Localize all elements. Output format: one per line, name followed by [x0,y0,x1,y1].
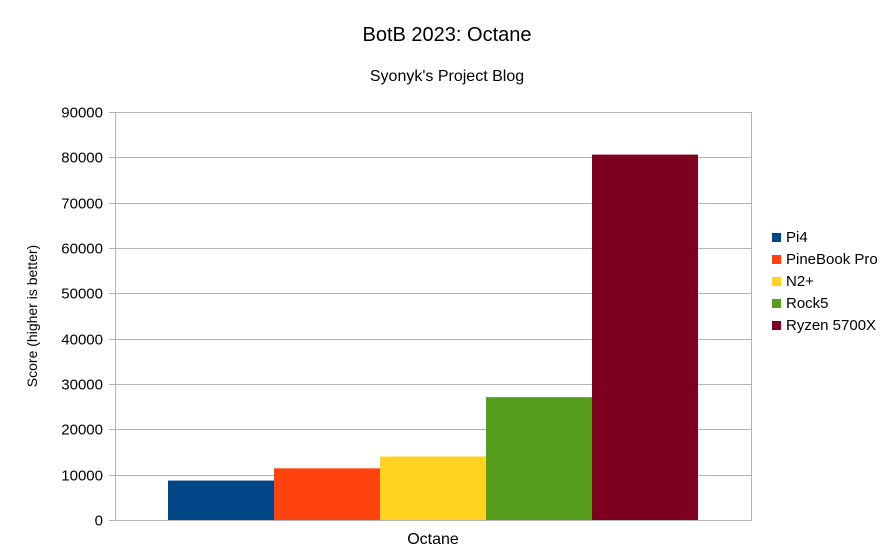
y-tick-label: 80000 [61,150,103,167]
legend-swatch-n2plus [772,276,781,286]
y-tick-label: 70000 [61,196,103,213]
y-tick-label: 30000 [61,377,103,394]
bar-ryzen-5700x [592,154,698,520]
y-axis-title: Score (higher is better) [24,245,40,387]
chart-title: BotB 2023: Octane [362,24,532,46]
y-tick-label: 20000 [61,422,103,439]
legend-item-ryzen-5700x: Ryzen 5700X [772,314,878,336]
y-tick-label: 50000 [61,286,103,303]
legend-item-n2plus: N2+ [772,270,878,292]
legend-label-ryzen-5700x: Ryzen 5700X [786,316,877,334]
bar-rock5 [486,397,592,520]
bar-pinebook-pro [274,468,380,520]
y-tick-label: 40000 [61,332,103,349]
legend-label-rock5: Rock5 [786,294,829,312]
x-tick-label: Octane [407,531,459,548]
bar-pi4 [168,480,274,520]
y-tick-label: 10000 [61,468,103,485]
legend-swatch-rock5 [772,298,781,308]
legend-label-n2plus: N2+ [786,272,814,290]
y-tick-label: 90000 [61,105,103,122]
chart-subtitle: Syonyk's Project Blog [369,68,525,85]
legend-swatch-pi4 [772,232,781,242]
y-tick-label: 60000 [61,241,103,258]
y-tick-label: 0 [95,513,103,530]
legend-item-pinebook-pro: PineBook Pro [772,248,878,270]
legend-item-rock5: Rock5 [772,292,878,314]
legend-swatch-pinebook-pro [772,254,781,264]
legend-label-pi4: Pi4 [786,228,808,246]
bar-n2- [380,456,486,520]
legend-item-pi4: Pi4 [772,226,878,248]
plot-frame [115,112,752,521]
legend-label-pinebook-pro: PineBook Pro [786,250,878,268]
legend: Pi4 PineBook Pro N2+ Rock5 Ryzen 5700X [772,226,878,336]
legend-swatch-ryzen-5700x [772,320,781,330]
